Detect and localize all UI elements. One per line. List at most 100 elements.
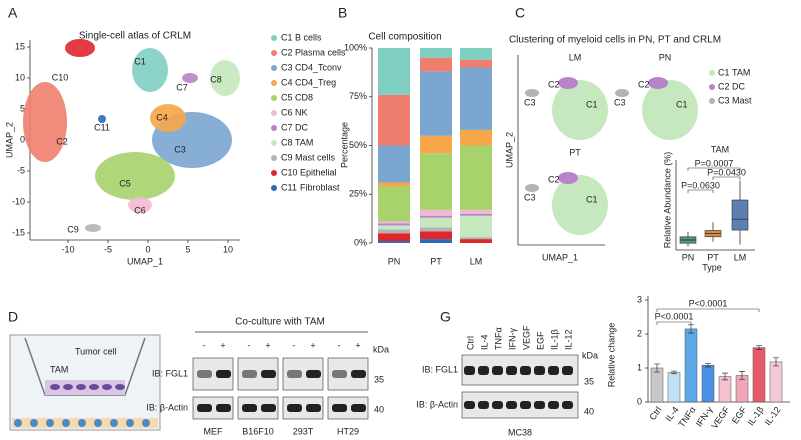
cluster-label: C10: [52, 72, 69, 82]
y-tick-label: -15: [12, 227, 25, 237]
band: [332, 370, 347, 378]
bar-segment: [420, 57, 452, 72]
bar-segment: [420, 227, 452, 232]
blot-frame: [237, 396, 279, 420]
bar-segment: [460, 48, 492, 60]
x-axis-label: UMAP_1: [542, 252, 578, 262]
lane-label: -: [203, 340, 206, 350]
bar-segment: [378, 225, 410, 230]
cell: [110, 419, 118, 427]
x-tick-label: TNFα: [676, 405, 697, 429]
bar-segment: [460, 215, 492, 238]
lane-label: +: [355, 340, 360, 350]
bar-segment: [420, 71, 452, 136]
cluster-label: C3: [174, 144, 186, 154]
panel-letter: C: [515, 5, 525, 21]
legend-label: Epithelial: [300, 167, 337, 177]
legend-swatch: [271, 35, 277, 41]
cell: [102, 384, 112, 390]
lane-label: VEGF: [521, 325, 531, 350]
lane-label: +: [265, 340, 270, 350]
cluster-label: C11: [94, 122, 110, 132]
legend-swatch: [271, 65, 277, 71]
x-tick-label: -5: [104, 244, 112, 254]
x-tick-label: 5: [185, 244, 190, 254]
legend-label: CD4_Treg: [295, 77, 336, 87]
band: [478, 401, 489, 409]
p-value: P=0.0430: [707, 167, 746, 177]
legend-id: C2: [281, 47, 293, 57]
cluster-label: C2: [638, 79, 650, 89]
y-tick-label: 50%: [349, 140, 367, 150]
y-tick-label: -10: [12, 196, 25, 206]
lane-label: -: [293, 340, 296, 350]
lane-label: +: [220, 340, 225, 350]
y-tick-label: 15: [15, 41, 25, 51]
sub-umap-title: LM: [569, 52, 582, 62]
significance-bracket: [712, 176, 741, 180]
p-value: P<0.0001: [689, 298, 728, 308]
legend-id: C8: [281, 137, 293, 147]
band: [548, 401, 559, 409]
y-axis-label: Relative change: [606, 323, 616, 388]
p-value: P=0.0007: [695, 158, 734, 168]
bar-segment: [420, 215, 452, 218]
x-tick-label: 0: [145, 244, 150, 254]
bar-segment: [378, 182, 410, 187]
y-tick-label: 0: [637, 396, 642, 406]
bar-segment: [460, 67, 492, 130]
cluster-label: C1: [586, 194, 598, 204]
band: [351, 404, 366, 412]
blot-frame: [327, 396, 369, 420]
x-axis-label: UMAP_1: [127, 256, 163, 266]
error-bar: [654, 363, 660, 373]
unit-label: kDa: [582, 350, 598, 360]
cluster-region: [182, 73, 198, 83]
cluster-region: [98, 115, 106, 123]
legend-id: C3: [281, 62, 293, 72]
bar-segment: [420, 217, 452, 228]
band: [534, 366, 545, 375]
x-tick-label: LM: [734, 252, 747, 262]
y-tick-label: 0%: [354, 237, 367, 247]
bar-segment: [460, 213, 492, 216]
lane-label: Ctrl: [465, 336, 475, 350]
bar-segment: [378, 223, 410, 226]
cluster-region: [128, 197, 152, 213]
y-axis-label: UMAP_2: [504, 132, 514, 168]
band: [287, 404, 302, 412]
band: [351, 370, 366, 378]
cell-line-label: 293T: [293, 426, 314, 436]
bar-segment: [420, 209, 452, 216]
lane-label: IFN-γ: [507, 328, 517, 350]
y-tick-label: 5: [20, 103, 25, 113]
legend-label: DC: [732, 81, 745, 91]
band: [242, 370, 257, 378]
cell-line-label: B16F10: [242, 426, 274, 436]
x-tick-label: PN: [388, 256, 401, 266]
p-value: P<0.0001: [655, 311, 694, 321]
legend-label: CD8: [295, 92, 313, 102]
y-tick-label: 2: [637, 328, 642, 338]
schematic-label: TAM: [50, 364, 68, 374]
legend-swatch: [709, 84, 715, 90]
cluster-label: C9: [67, 224, 79, 234]
legend-id: C5: [281, 92, 293, 102]
legend-swatch: [271, 95, 277, 101]
legend-id: C6: [281, 107, 293, 117]
bar: [718, 376, 732, 403]
error-bar: [671, 370, 677, 375]
bar-segment: [460, 129, 492, 146]
legend-label: NK: [295, 107, 308, 117]
cluster-label: C1: [134, 56, 146, 66]
band: [261, 370, 276, 378]
row-label: IB: β-Actin: [146, 402, 188, 412]
cluster-label: C3: [524, 192, 536, 202]
bar-segment: [378, 48, 410, 95]
band: [520, 401, 531, 409]
cell: [142, 419, 150, 427]
band: [306, 404, 321, 412]
cell: [115, 384, 125, 390]
bar: [650, 367, 664, 403]
error-bar: [739, 371, 745, 380]
